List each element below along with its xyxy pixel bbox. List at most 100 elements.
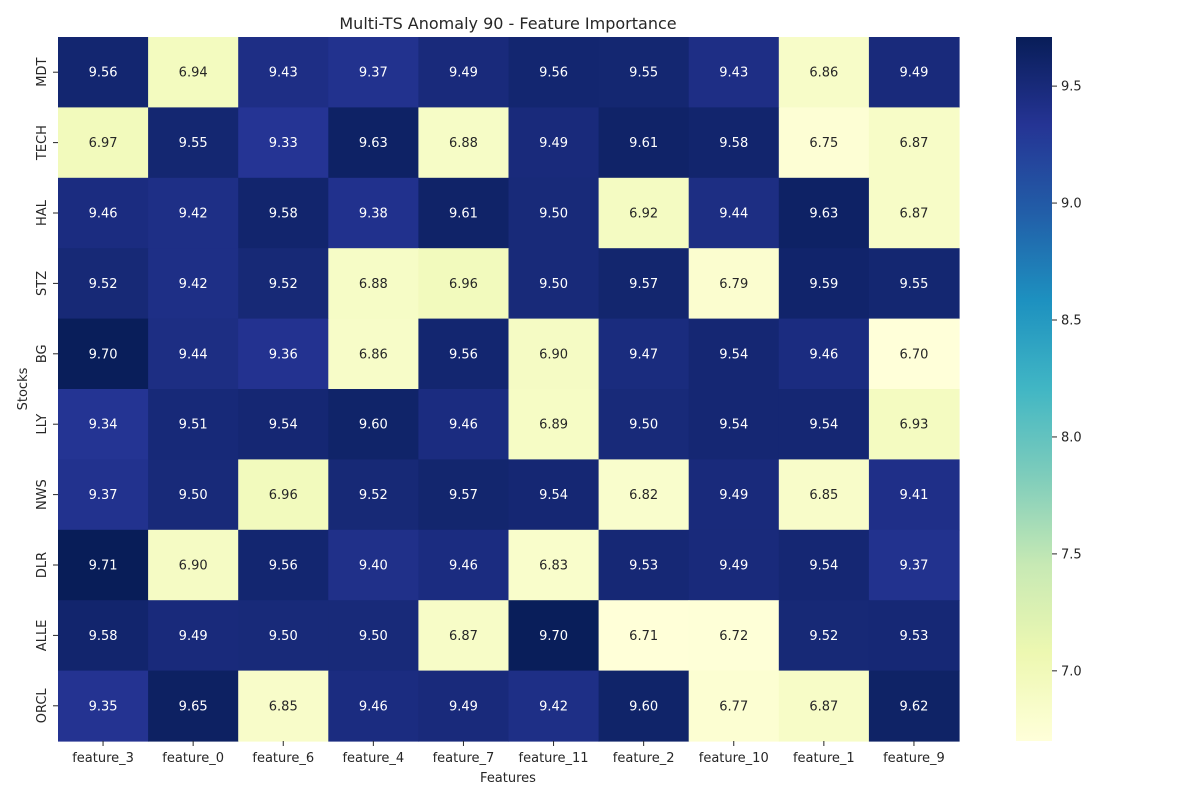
heatmap-cell (418, 389, 510, 460)
heatmap-cell (58, 600, 149, 672)
heatmap-cell (58, 670, 149, 742)
heatmap-cell (868, 600, 960, 672)
heatmap-cell (148, 37, 239, 108)
cell-value-label: 9.52 (809, 629, 838, 644)
cell-value-label: 9.49 (179, 629, 208, 644)
cell-value-label: 9.50 (359, 629, 388, 644)
cell-value-label: 9.70 (539, 629, 568, 644)
heatmap-cell (688, 107, 780, 179)
cell-value-label: 6.89 (539, 418, 568, 433)
colorbar: 7.0 7.5 8.0 8.5 9.0 9.5 (1016, 37, 1082, 741)
cell-value-label: 6.87 (449, 629, 478, 644)
heatmap-cell (598, 177, 690, 249)
cell-value-label: 9.36 (269, 347, 298, 362)
cell-value-label: 6.71 (629, 629, 658, 644)
cell-value-label: 9.44 (719, 207, 748, 222)
heatmap-cell (868, 459, 960, 531)
cell-value-label: 9.50 (179, 488, 208, 503)
cell-value-label: 6.75 (809, 136, 838, 151)
cell-value-label: 6.70 (899, 347, 928, 362)
heatmap-cell (598, 459, 690, 531)
heatmap-cell (688, 529, 780, 601)
heatmap-cell (238, 177, 329, 249)
cell-value-label: 9.40 (359, 559, 388, 574)
y-tick-label: TECH (35, 125, 50, 161)
cell-value-label: 9.52 (89, 277, 118, 292)
cell-value-label: 6.87 (899, 136, 928, 151)
cell-value-label: 9.42 (179, 207, 208, 222)
cell-value-label: 9.70 (89, 347, 118, 362)
cell-value-label: 9.55 (179, 136, 208, 151)
cell-value-label: 9.53 (899, 629, 928, 644)
heatmap-cell (148, 600, 239, 672)
y-tick-label: HAL (35, 199, 50, 226)
heatmap-cell (58, 177, 149, 249)
heatmap-cell (778, 529, 870, 601)
cell-value-label: 9.37 (899, 559, 928, 574)
cell-value-label: 9.61 (449, 207, 478, 222)
cell-value-label: 9.38 (359, 207, 388, 222)
colorbar-tick-label: 9.5 (1061, 80, 1082, 95)
cell-value-label: 9.37 (89, 488, 118, 503)
heatmap-cell (688, 318, 780, 390)
cell-value-label: 9.54 (539, 488, 568, 503)
colorbar-ticks: 7.0 7.5 8.0 8.5 9.0 9.5 (1052, 80, 1082, 679)
heatmap-cell (238, 600, 329, 672)
y-tick-label: MDT (35, 58, 50, 87)
cell-value-label: 9.56 (89, 66, 118, 81)
cell-value-label: 9.47 (629, 347, 658, 362)
heatmap-cell (868, 389, 960, 460)
cell-value-label: 9.54 (719, 418, 748, 433)
heatmap-cell (508, 107, 600, 179)
cell-value-label: 6.82 (629, 488, 658, 503)
colorbar-tick-label: 9.0 (1061, 197, 1082, 212)
cell-value-label: 6.86 (359, 347, 388, 362)
heatmap-cell (508, 37, 600, 108)
cell-value-label: 9.41 (899, 488, 928, 503)
cell-value-label: 9.51 (179, 418, 208, 433)
heatmap-cell (508, 318, 600, 390)
cell-value-label: 9.56 (449, 347, 478, 362)
heatmap-cell (778, 459, 870, 531)
heatmap-cell (418, 600, 510, 672)
x-tick-label: feature_1 (793, 751, 855, 766)
heatmap-cells (58, 37, 960, 742)
heatmap-cell (508, 389, 600, 460)
cell-value-label: 9.54 (269, 418, 298, 433)
heatmap-cell (418, 670, 510, 742)
cell-value-label: 9.54 (719, 347, 748, 362)
heatmap-cell (58, 529, 149, 601)
heatmap-cell (58, 37, 149, 108)
cell-value-label: 9.33 (269, 136, 298, 151)
heatmap-cell (58, 389, 149, 460)
heatmap-cell (418, 248, 510, 320)
cell-value-label: 9.46 (449, 559, 478, 574)
heatmap-cell (238, 459, 329, 531)
y-tick-label: LLY (35, 414, 50, 435)
heatmap-cell (868, 529, 960, 601)
cell-value-label: 9.42 (179, 277, 208, 292)
heatmap-cell (418, 107, 510, 179)
cell-value-label: 9.62 (899, 699, 928, 714)
y-axis-label: Stocks (16, 367, 31, 410)
cell-value-label: 9.57 (629, 277, 658, 292)
heatmap-cell (148, 389, 239, 460)
cell-value-label: 6.90 (179, 559, 208, 574)
x-tick-label: feature_10 (699, 751, 769, 766)
cell-value-label: 6.77 (719, 699, 748, 714)
cell-value-label: 9.50 (539, 207, 568, 222)
cell-value-label: 9.46 (359, 699, 388, 714)
cell-value-label: 9.34 (89, 418, 118, 433)
x-tick-label: feature_9 (883, 751, 945, 766)
heatmap-cell (418, 177, 510, 249)
y-tick-label: NWS (35, 479, 50, 510)
heatmap-cell (598, 670, 690, 742)
heatmap-cell (148, 318, 239, 390)
heatmap-cell (508, 670, 600, 742)
cell-value-label: 9.49 (449, 66, 478, 81)
heatmap-cell-labels: 9.56 6.94 9.43 9.37 9.49 9.56 9.55 9.43 6.86 9.49… (89, 66, 929, 715)
cell-value-label: 9.44 (179, 347, 208, 362)
heatmap-cell (508, 529, 600, 601)
cell-value-label: 6.96 (449, 277, 478, 292)
cell-value-label: 9.71 (89, 559, 118, 574)
